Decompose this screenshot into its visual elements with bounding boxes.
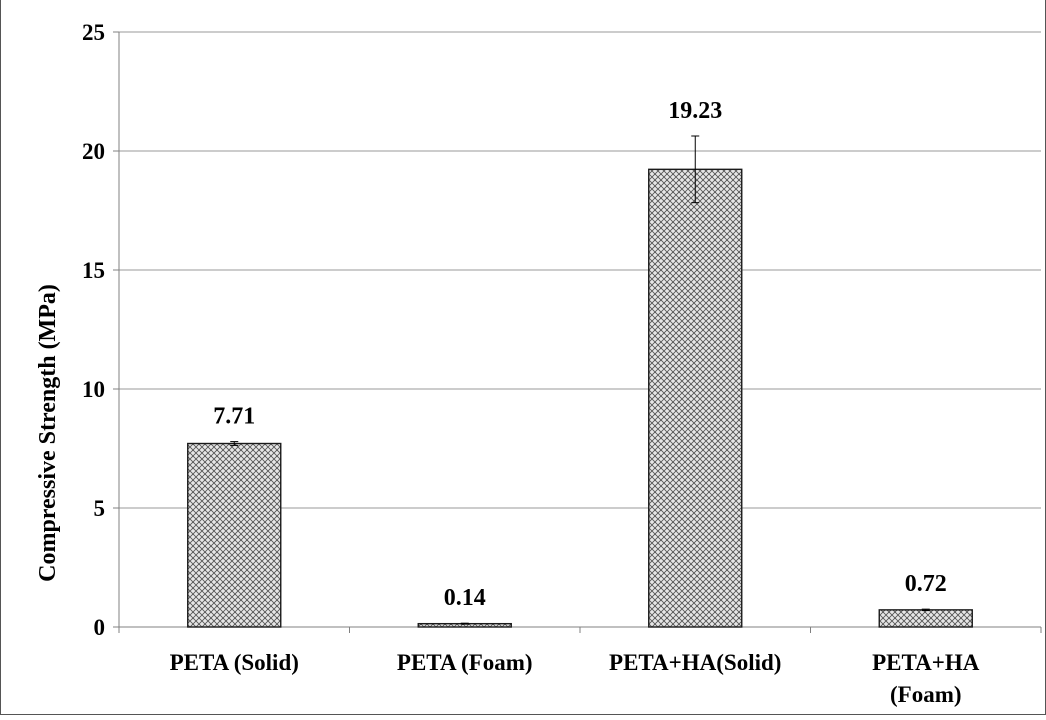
y-tick-label: 0 [94,615,106,640]
y-tick-label: 15 [82,258,105,283]
bar [648,168,743,628]
y-tick-label: 5 [94,496,106,521]
gridlines [119,31,1041,509]
x-category-label: PETA+HA(Solid) [609,650,781,675]
y-axis-title: Compressive Strength (MPa) [35,284,61,582]
x-category-label: PETA+HA [872,650,980,675]
x-category-label: PETA (Foam) [397,650,533,675]
x-category-label: PETA (Solid) [170,650,299,675]
bars [187,135,973,628]
data-label: 19.23 [668,98,722,124]
data-label: 7.71 [213,404,255,430]
labels: 0 5 10 15 20 25 7.71 PETA (Solid) 0.14 PETA (Foam… [82,20,980,707]
bar [878,609,973,628]
y-tick-label: 25 [82,20,105,45]
data-label: 0.72 [905,571,947,597]
y-tick-label: 10 [82,377,105,402]
bar [187,442,282,628]
y-tick-label: 20 [82,139,105,164]
x-category-label: (Foam) [890,682,962,707]
data-label: 0.14 [444,585,486,611]
